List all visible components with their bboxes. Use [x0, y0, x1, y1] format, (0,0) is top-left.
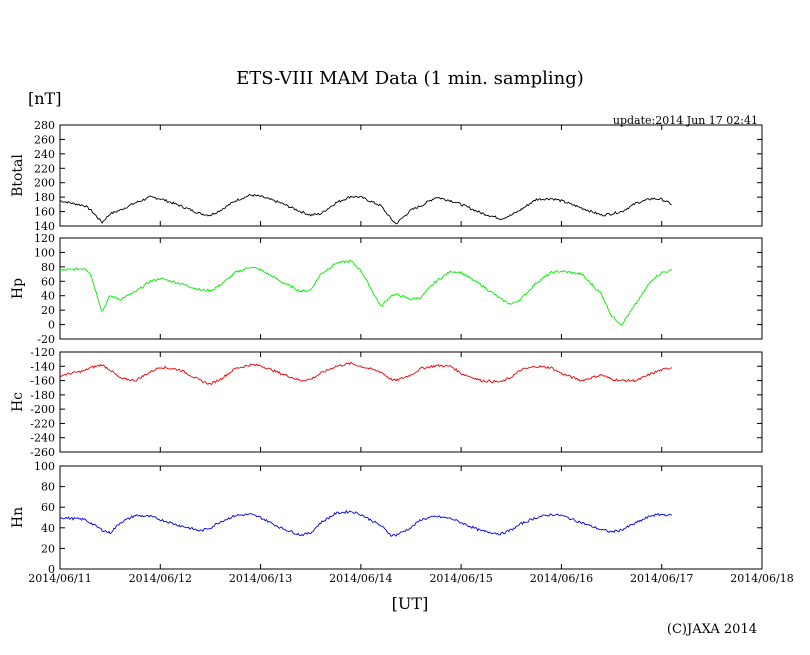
- y-axis-label: Hc: [10, 392, 26, 412]
- y-tick-label: -220: [30, 417, 55, 430]
- y-tick-label: -140: [30, 360, 55, 373]
- chart-title: ETS-VIII MAM Data (1 min. sampling): [236, 68, 584, 89]
- y-tick-label: 60: [41, 501, 55, 514]
- y-tick-label: 20: [41, 542, 55, 555]
- series-line-hn: [59, 509, 672, 537]
- y-tick-label: -160: [30, 375, 55, 388]
- unit-label: [nT]: [28, 89, 61, 108]
- panel-hn: 0 20 40 60 80 100 Hn: [10, 460, 763, 576]
- update-timestamp: update:2014 Jun 17 02:41: [613, 114, 758, 127]
- y-tick-label: 40: [41, 522, 55, 535]
- y-tick-label: 120: [34, 232, 55, 245]
- series-line-hp: [59, 259, 672, 326]
- y-tick-label: 240: [34, 148, 55, 161]
- y-tick-label: -260: [30, 446, 55, 459]
- y-tick-label: -200: [30, 403, 55, 416]
- y-axis-label: Hn: [10, 507, 26, 528]
- y-tick-label: 140: [34, 220, 55, 233]
- series-line-hc: [59, 361, 672, 386]
- y-tick-label: 100: [34, 246, 55, 259]
- y-tick-label: -20: [37, 333, 55, 346]
- x-tick-label: 2014/06/12: [129, 572, 192, 585]
- y-tick-label: 60: [41, 275, 55, 288]
- y-tick-label: 280: [34, 119, 55, 132]
- y-tick-label: -120: [30, 346, 55, 359]
- y-tick-label: 80: [41, 261, 55, 274]
- x-tick-label: 2014/06/15: [429, 572, 492, 585]
- panel-hc: -120-140 -160-180-200-220 -240-260 Hc: [10, 346, 763, 459]
- y-tick-label: -180: [30, 389, 55, 402]
- y-axis-label: Btotal: [10, 154, 26, 197]
- y-axis-label: Hp: [10, 278, 26, 299]
- chart-panels: 140160180200220240260280Btotal-200204060…: [10, 119, 763, 576]
- y-tick-label: 20: [41, 304, 55, 317]
- x-tick-label: 2014/06/13: [229, 572, 292, 585]
- x-tick-label: 2014/06/18: [730, 572, 793, 585]
- series-line-btotal: [60, 193, 672, 225]
- y-tick-label: -240: [30, 432, 55, 445]
- y-tick-label: 220: [34, 162, 55, 175]
- y-tick-label: 180: [34, 191, 55, 204]
- y-tick-label: 80: [41, 481, 55, 494]
- y-tick-label: 0: [48, 563, 55, 576]
- x-tick-label: 2014/06/16: [530, 572, 593, 585]
- y-tick-label: 260: [34, 133, 55, 146]
- panel-frame: [59, 465, 763, 570]
- x-tick-label: 2014/06/11: [28, 572, 91, 585]
- y-tick-label: 100: [34, 460, 55, 473]
- x-tick-label: 2014/06/14: [329, 572, 392, 585]
- panel-frame: [59, 124, 763, 227]
- panel-frame: [59, 237, 763, 340]
- panel-frame: [59, 351, 763, 453]
- y-tick-label: 160: [34, 206, 55, 219]
- x-axis: 2014/06/11 2014/06/12 2014/06/13 2014/06/14…: [28, 572, 793, 585]
- copyright: (C)JAXA 2014: [667, 622, 757, 637]
- x-tick-label: 2014/06/17: [630, 572, 693, 585]
- y-tick-label: 0: [48, 319, 55, 332]
- x-axis-label: [UT]: [392, 594, 429, 613]
- y-tick-label: 40: [41, 290, 55, 303]
- y-tick-label: 200: [34, 177, 55, 190]
